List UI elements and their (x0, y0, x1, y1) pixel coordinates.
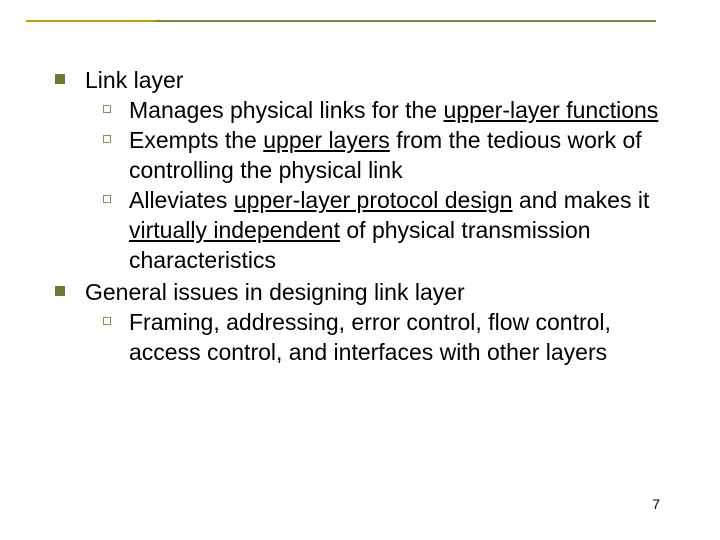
underlined-text: upper-layer functions (444, 97, 659, 123)
header-rule-main (156, 20, 656, 22)
sub-list-text: Alleviates upper-layer protocol design a… (129, 185, 680, 275)
text-run: and makes it (513, 187, 650, 213)
list-item: General issues in designing link layer F… (55, 277, 680, 367)
text-run: Alleviates (129, 187, 234, 213)
page-number: 7 (652, 496, 660, 512)
sub-list-item: Manages physical links for the upper-lay… (103, 95, 680, 125)
text-run: Manages physical links for the (129, 97, 444, 123)
hollow-square-bullet-icon (103, 135, 111, 143)
hollow-square-bullet-icon (103, 105, 111, 113)
sub-list-text: Manages physical links for the upper-lay… (129, 95, 680, 125)
underlined-text: upper layers (263, 127, 390, 153)
list-item: Link layer Manages physical links for th… (55, 65, 680, 275)
content-area: Link layer Manages physical links for th… (55, 65, 680, 369)
hollow-square-bullet-icon (103, 195, 111, 203)
sub-list-item: Exempts the upper layers from the tediou… (103, 125, 680, 185)
sub-list-text: Exempts the upper layers from the tediou… (129, 125, 680, 185)
header-rule (26, 20, 656, 22)
sub-list-item: Framing, addressing, error control, flow… (103, 307, 680, 367)
header-rule-accent (26, 20, 156, 22)
text-run: Exempts the (129, 127, 263, 153)
sub-list: Manages physical links for the upper-lay… (85, 95, 680, 275)
list-item-heading: General issues in designing link layer (85, 277, 680, 307)
square-bullet-icon (55, 74, 65, 84)
square-bullet-icon (55, 286, 65, 296)
sub-list: Framing, addressing, error control, flow… (85, 307, 680, 367)
bullet-list: Link layer Manages physical links for th… (55, 65, 680, 367)
sub-list-text: Framing, addressing, error control, flow… (129, 307, 680, 367)
list-item-heading: Link layer (85, 65, 680, 95)
text-run: Framing, addressing, error control, flow… (129, 309, 611, 365)
underlined-text: upper-layer protocol design (234, 187, 513, 213)
underlined-text: virtually independent (129, 217, 340, 243)
slide: Link layer Manages physical links for th… (0, 0, 720, 540)
sub-list-item: Alleviates upper-layer protocol design a… (103, 185, 680, 275)
hollow-square-bullet-icon (103, 317, 111, 325)
